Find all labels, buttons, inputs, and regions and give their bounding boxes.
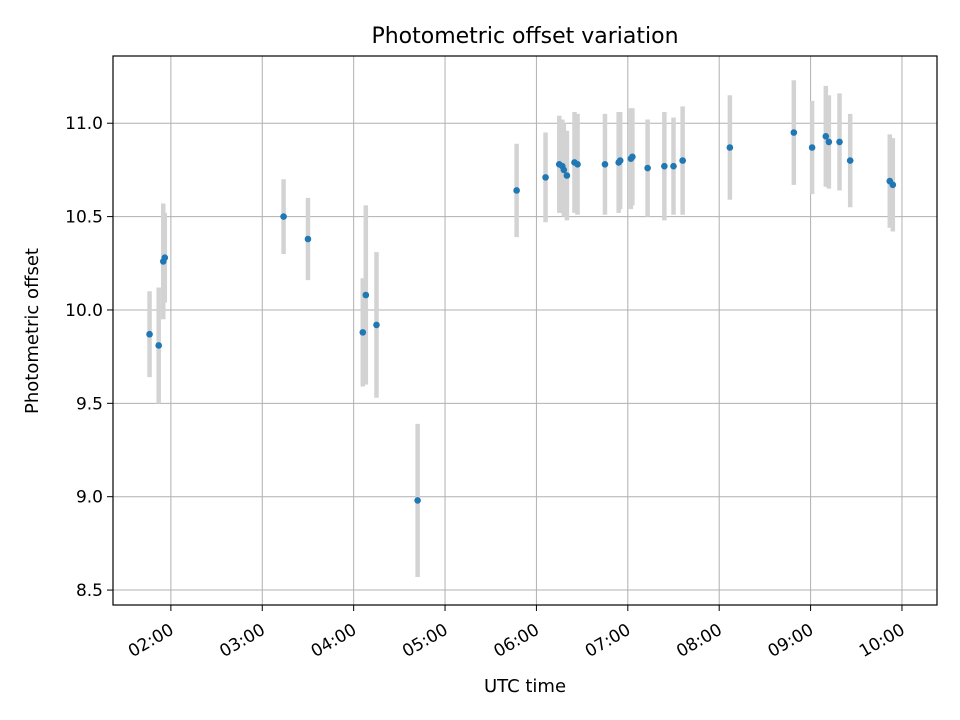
data-point [661, 162, 668, 170]
data-point [362, 291, 370, 299]
data-point [808, 144, 816, 151]
y-tick-label: 10.0 [65, 301, 103, 321]
data-point [146, 330, 153, 338]
data-point [601, 161, 609, 168]
data-point [790, 129, 798, 136]
data-point [414, 497, 421, 504]
y-axis-label: Photometric offset [22, 248, 43, 414]
data-point [629, 153, 636, 161]
x-axis-label: UTC time [484, 676, 566, 697]
data-point [161, 254, 169, 261]
data-point [644, 164, 651, 172]
data-points [146, 129, 897, 504]
data-point [542, 174, 549, 181]
y-tick-label: 11.0 [65, 114, 103, 134]
data-point [822, 132, 830, 140]
y-tick-label: 9.0 [76, 488, 103, 508]
data-point [679, 157, 686, 164]
data-point [280, 213, 287, 220]
chart-title: Photometric offset variation [371, 24, 678, 49]
data-point [574, 161, 581, 168]
data-point [563, 172, 571, 179]
data-point [889, 181, 897, 189]
data-point [836, 138, 843, 146]
data-point [359, 329, 367, 336]
data-point [670, 162, 677, 170]
data-point [726, 144, 734, 151]
data-point [155, 342, 162, 349]
data-point [825, 138, 833, 146]
data-point [616, 157, 624, 164]
data-point [373, 321, 380, 329]
y-tick-label: 9.5 [76, 394, 103, 414]
data-point [304, 235, 312, 243]
y-tick-label: 8.5 [76, 581, 103, 601]
data-point [560, 166, 568, 174]
data-point [513, 187, 520, 194]
grid [113, 56, 937, 605]
y-tick-label: 10.5 [65, 208, 103, 228]
data-point [846, 157, 854, 164]
plot-frame [112, 55, 938, 606]
